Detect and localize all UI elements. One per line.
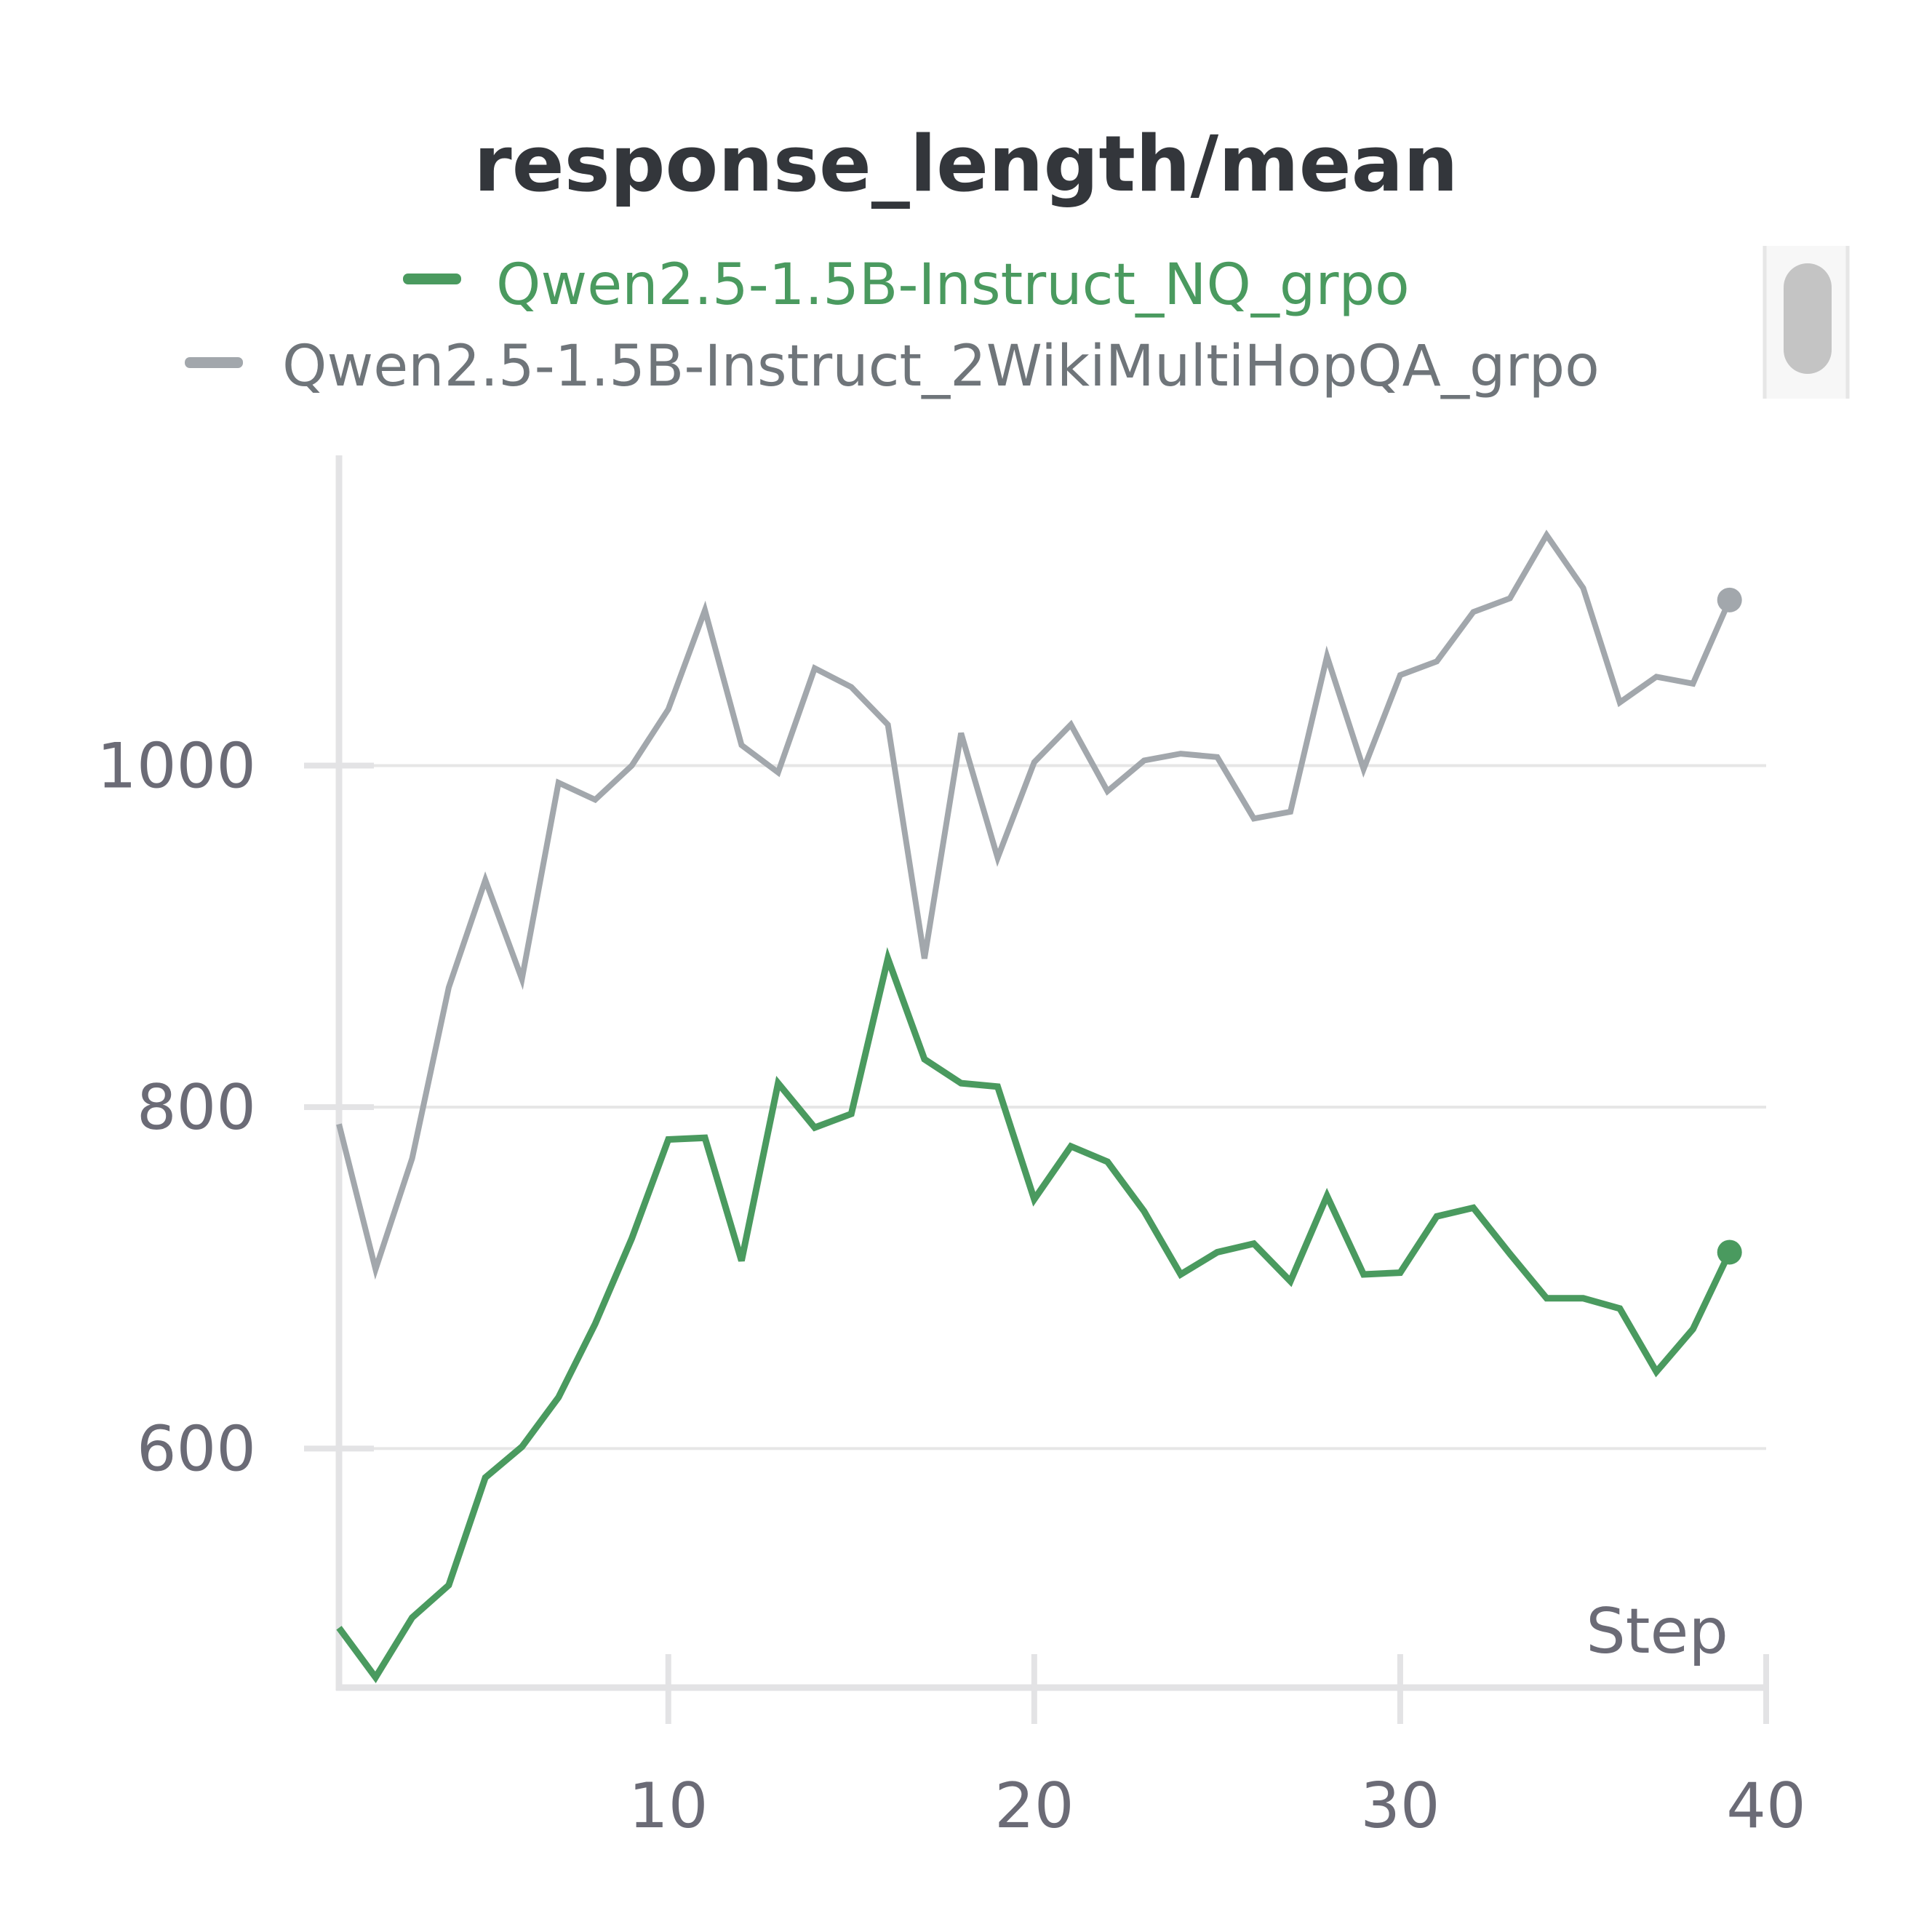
legend-entry-2wiki[interactable]: Qwen2.5-1.5B-Instruct_2WikiMultiHopQA_gr… <box>185 334 1600 399</box>
legend: Qwen2.5-1.5B-Instruct_NQ_grpo Qwen2.5-1.… <box>185 252 1600 399</box>
x-tick-label-20: 20 <box>994 1770 1074 1843</box>
legend-scrollbar[interactable] <box>1763 246 1850 399</box>
y-tick-label-800: 800 <box>137 1071 256 1144</box>
legend-label-nq: Qwen2.5-1.5B-Instruct_NQ_grpo <box>496 252 1410 318</box>
legend-swatch-2wiki <box>185 357 243 368</box>
y-tick-label-1000: 1000 <box>97 730 256 803</box>
tick-labels: 600 800 1000 10 20 30 40 <box>97 730 1806 1843</box>
axes <box>304 455 1769 1724</box>
grid <box>339 764 1766 1450</box>
legend-entry-nq[interactable]: Qwen2.5-1.5B-Instruct_NQ_grpo <box>403 252 1410 318</box>
x-axis-label: Step <box>1586 1595 1728 1668</box>
x-tick-label-30: 30 <box>1360 1770 1440 1843</box>
series-line-1 <box>336 530 1733 1280</box>
series-line-0 <box>336 946 1733 1683</box>
legend-swatch-nq <box>403 274 461 284</box>
series-endpoint-0[interactable] <box>1717 1240 1742 1265</box>
chart-title: response_length/mean <box>474 119 1458 209</box>
x-tick-label-10: 10 <box>628 1770 708 1843</box>
y-tick-label-600: 600 <box>137 1413 256 1485</box>
series-endpoint-1[interactable] <box>1717 587 1742 612</box>
x-tick-label-40: 40 <box>1726 1770 1805 1843</box>
legend-label-2wiki: Qwen2.5-1.5B-Instruct_2WikiMultiHopQA_gr… <box>282 334 1600 399</box>
series <box>336 530 1742 1683</box>
legend-scrollbar-thumb[interactable] <box>1784 263 1832 374</box>
